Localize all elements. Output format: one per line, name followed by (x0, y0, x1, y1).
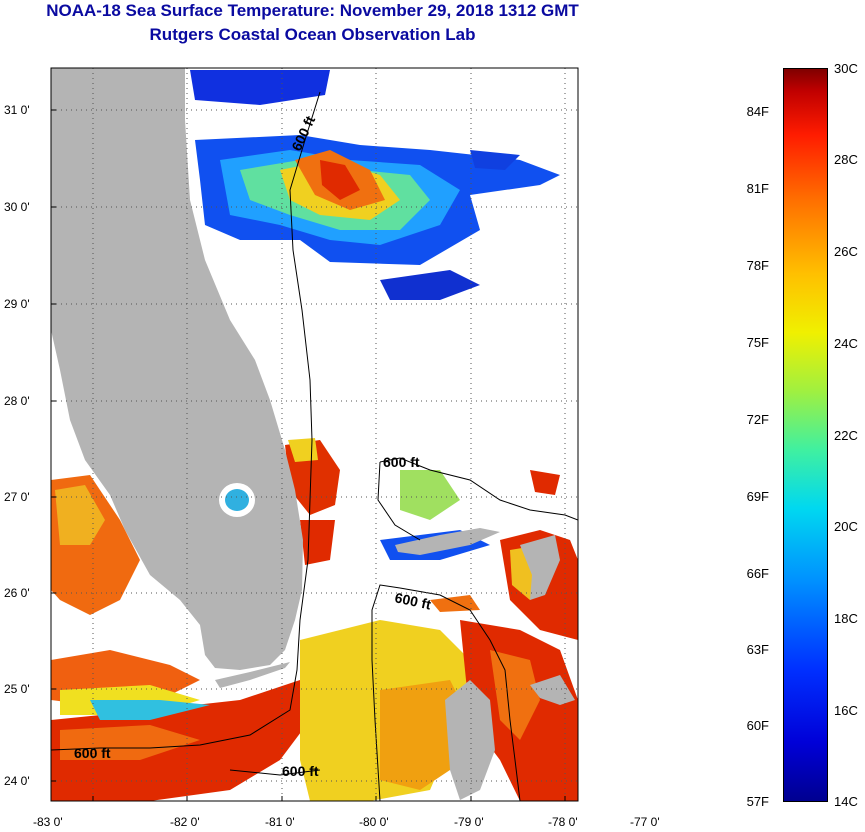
colorbar-f-label: 60F (746, 718, 769, 733)
sst-field-gulf (51, 475, 310, 801)
map-title: NOAA-18 Sea Surface Temperature: Novembe… (46, 1, 579, 20)
colorbar-c-label: 14C (834, 794, 858, 809)
colorbar-c-label: 24C (834, 336, 858, 351)
lat-label: 29 0' (4, 297, 30, 311)
plot-frame (50, 67, 579, 802)
lon-label: -77 0' (630, 815, 660, 829)
colorbar-f-label: 69F (746, 489, 769, 504)
isobath-600ft (51, 91, 578, 801)
colorbar-c-label: 26C (834, 244, 858, 259)
lon-label: -80 0' (359, 815, 389, 829)
colorbar-c-label: 30C (834, 61, 858, 76)
colorbar-f-label: 72F (746, 412, 769, 427)
colorbar-c-label: 16C (834, 703, 858, 718)
colorbar-f-label: 63F (746, 642, 769, 657)
colorbar-c-label: 28C (834, 152, 858, 167)
colorbar-c-label: 18C (834, 611, 858, 626)
graticule (51, 68, 578, 801)
contour-label: 600 ft (74, 745, 111, 761)
lon-label: -83 0' (33, 815, 63, 829)
colorbar-c-label: 20C (834, 519, 858, 534)
lat-label: 25 0' (4, 682, 30, 696)
colorbar-f-label: 66F (746, 566, 769, 581)
temperature-colorbar (783, 68, 828, 802)
colorbar-f-label: 81F (746, 181, 769, 196)
lat-label: 27 0' (4, 490, 30, 504)
lat-label: 30 0' (4, 200, 30, 214)
colorbar-f-label: 75F (746, 335, 769, 350)
longitude-axis: -83 0' -82 0' -81 0' -80 0' -79 0' -78 0… (33, 815, 660, 829)
lat-label: 31 0' (4, 103, 30, 117)
lon-label: -82 0' (170, 815, 200, 829)
contour-label: 600 ft (383, 454, 420, 470)
sst-field-north (190, 70, 560, 300)
lat-label: 26 0' (4, 586, 30, 600)
colorbar-f-label: 57F (746, 794, 769, 809)
lon-label: -78 0' (548, 815, 578, 829)
lon-label: -81 0' (265, 815, 295, 829)
land (51, 68, 575, 800)
colorbar-f-label: 78F (746, 258, 769, 273)
colorbar-f-label: 84F (746, 104, 769, 119)
contour-label: 600 ft (282, 763, 319, 779)
latitude-axis: 31 0' 30 0' 29 0' 28 0' 27 0' 26 0' 25 0… (4, 103, 30, 788)
map-subtitle: Rutgers Coastal Ocean Observation Lab (149, 25, 476, 44)
lat-label: 28 0' (4, 394, 30, 408)
contour-label: 600 ft (393, 589, 432, 612)
colorbar-c-label: 22C (834, 428, 858, 443)
lon-label: -79 0' (454, 815, 484, 829)
lat-label: 24 0' (4, 774, 30, 788)
